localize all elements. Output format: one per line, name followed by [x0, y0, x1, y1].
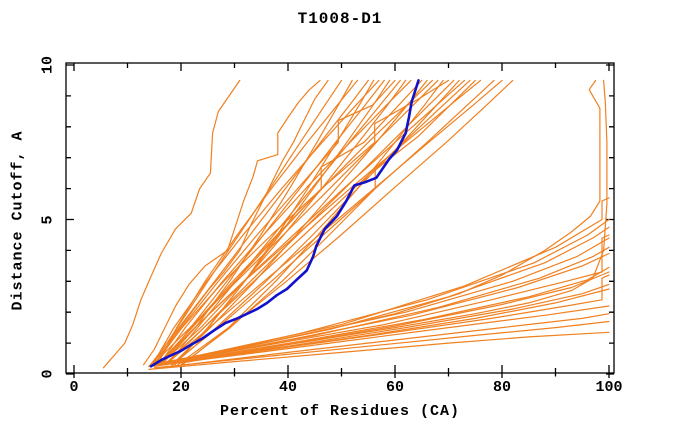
model-curve [172, 79, 460, 366]
model-curve [154, 79, 396, 366]
model-curve [177, 79, 514, 366]
model-curve [159, 79, 601, 366]
highlighted-model-curve [149, 79, 420, 368]
model-curve [143, 79, 321, 366]
model-curve [153, 320, 610, 369]
model-curve [171, 79, 495, 366]
model-curve [191, 197, 610, 358]
model-curve [180, 246, 610, 361]
y-axis-title: Distance Cutoff, A [9, 130, 27, 311]
model-curve [163, 79, 471, 366]
x-tick-label: 80 [492, 379, 512, 396]
model-curve [158, 79, 482, 366]
model-curve [169, 283, 610, 364]
model-curve [149, 79, 369, 366]
model-curve [175, 266, 610, 363]
model-curve [153, 234, 610, 366]
x-axis-title: Percent of Residues (CA) [219, 403, 461, 420]
x-tick-label: 20 [171, 379, 191, 396]
model-curve [152, 79, 380, 366]
chart-title: T1008-D1 [297, 10, 383, 28]
x-tick-label: 40 [278, 379, 298, 396]
model-curve [158, 79, 412, 366]
model-curve [164, 79, 503, 366]
model-curve [156, 79, 359, 366]
model-curve [159, 313, 610, 369]
model-curve [161, 79, 353, 366]
y-tick-label: 5 [39, 214, 57, 225]
model-curve [102, 79, 241, 369]
x-tick-label: 60 [385, 379, 405, 396]
axis-ticks [66, 63, 614, 378]
model-curve [152, 79, 439, 366]
model-curve [153, 288, 610, 367]
model-curve [159, 79, 407, 366]
x-tick-label: 100 [595, 379, 623, 396]
model-curve [153, 79, 450, 366]
y-tick-label: 10 [39, 55, 57, 75]
model-curve [148, 79, 329, 367]
plot-border [65, 62, 615, 374]
model-curve [180, 79, 608, 364]
y-tick-label: 0 [39, 369, 57, 379]
x-tick-label: 0 [69, 379, 79, 396]
model-curve [148, 331, 610, 370]
